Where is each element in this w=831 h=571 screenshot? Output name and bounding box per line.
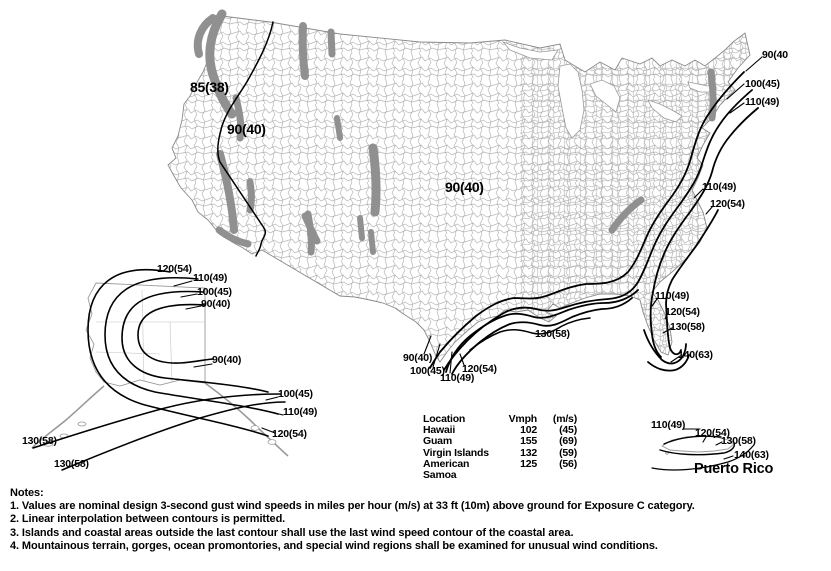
wind-contour-label: 110(49) [283,406,318,418]
wind-contour-label: 90(40) [212,354,242,366]
notes-block: Notes: 1. Values are nominal design 3-se… [10,487,695,553]
wind-contour-label: 130(58) [54,458,89,470]
cell-ms: (56) [559,457,577,470]
alaska-map [31,282,289,457]
wind-contour-label: 100(45) [197,286,232,298]
cell-ms: (45) [559,424,577,437]
wind-contour-label: 140(63) [678,349,713,361]
wind-contour-label: 100(45) [745,78,780,90]
special-wind-regions [193,9,717,256]
col-header-vmph: Vmph [508,413,538,425]
cell-ms: (69) [559,435,577,448]
cell-location: Hawaii [423,424,456,437]
wind-contour-label: 110(49) [702,181,737,193]
notes-title: Notes: [10,487,44,499]
wind-contour-label: 90(40) [201,298,231,310]
wind-contour-label: 130(58) [535,328,570,340]
wind-contour-label: 120(54) [272,428,307,440]
great-lakes [501,41,717,139]
wind-contour-label: 120(54) [665,306,700,318]
wind-contour-label: 110(49) [193,272,228,284]
note-item: 3. Islands and coastal areas outside the… [10,526,574,539]
wind-contour-label: 90(40) [227,121,266,137]
note-item: 2. Linear interpolation between contours… [10,513,286,526]
table-row: Hawaii 102 (45) [423,424,577,437]
wind-contour-label: 130(58) [670,321,705,333]
table-row: Virgin Islands 132 (59) [423,446,577,459]
table-row: Guam 155 (69) [423,436,577,447]
wind-contour-label: 110(49) [651,419,686,431]
wind-contour-label: 110(49) [655,290,690,302]
wind-contour-label: 100(45) [410,365,445,377]
wind-contour-label: 120(54) [157,263,192,275]
wind-contour-label: 120(54) [710,198,745,210]
wind-contour-label: 110(49) [440,372,475,384]
wind-contour-label: 120(54) [462,363,497,375]
puerto-rico-label: Puerto Rico [694,461,774,477]
island-wind-table: Location Vmph (m/s) Hawaii 102 (45) Guam… [423,413,577,482]
wind-contour-label: 90(40) [445,179,484,195]
wind-contour-label: 130(58) [22,435,57,447]
col-header-location: Location [423,413,466,425]
cell-ms: (59) [559,446,577,459]
cell-location: American Samoa [423,457,470,482]
wind-contour-label: 90(40) [403,352,433,364]
note-item: 4. Mountainous terrain, gorges, ocean pr… [10,539,658,552]
table-header-row: Location Vmph (m/s) [423,413,577,425]
wind-contour-label: 90(40 [762,49,788,61]
table-row: American Samoa 125 (56) [423,457,577,482]
cell-location: Virgin Islands [423,446,489,459]
cell-vmph: 132 [520,446,537,459]
wind-contour-label: 120(54) [695,427,730,439]
cell-location: Guam [423,435,452,448]
wind-contour-label: 130(58) [721,435,756,447]
cell-vmph: 125 [520,457,537,470]
wind-contour-label: 85(38) [190,79,229,95]
note-item: 1. Values are nominal design 3-second gu… [10,500,695,513]
contour-lines [32,21,763,471]
wind-contour-label: 100(45) [278,388,313,400]
cell-vmph: 155 [520,435,537,448]
cell-vmph: 102 [520,424,537,437]
wind-contour-label: 140(63) [734,449,769,461]
wind-contour-label: 110(49) [745,96,780,108]
col-header-ms: (m/s) [552,413,577,425]
